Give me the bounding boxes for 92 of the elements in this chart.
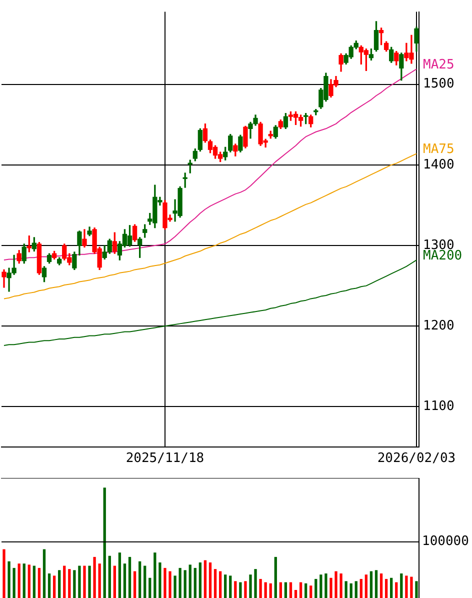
bar: [144, 566, 146, 598]
bar: [204, 560, 207, 598]
bar: [400, 573, 403, 598]
bar: [108, 556, 111, 598]
bar: [264, 582, 267, 598]
bar: [158, 562, 162, 598]
bar: [269, 583, 272, 598]
bar: [229, 576, 232, 598]
bar: [274, 556, 277, 598]
bar: [218, 571, 222, 598]
bar: [279, 582, 282, 598]
bar: [334, 571, 338, 598]
bar: [299, 582, 302, 598]
y-tick-label: 1100: [423, 399, 454, 414]
bar: [259, 578, 262, 598]
bar: [32, 566, 36, 598]
bar: [63, 566, 66, 598]
bar: [405, 576, 408, 598]
bar: [168, 571, 172, 598]
bar: [304, 583, 308, 598]
bar: [12, 568, 16, 598]
x-tick-label: 2026/02/03: [377, 451, 456, 466]
bar: [174, 576, 176, 598]
bar: [178, 568, 182, 598]
bar: [239, 582, 242, 598]
bar: [340, 573, 342, 598]
series-label: MA25: [423, 57, 454, 72]
bar: [113, 566, 116, 598]
bar: [390, 578, 393, 598]
bar: [123, 564, 126, 598]
bar: [198, 562, 202, 598]
bar: [148, 578, 152, 598]
series-label: MA75: [423, 142, 454, 158]
bar: [284, 582, 288, 598]
bar: [164, 568, 166, 598]
bar: [374, 570, 378, 598]
bar: [344, 581, 348, 598]
bar: [360, 578, 362, 598]
bar: [384, 578, 388, 598]
bar: [350, 583, 352, 598]
bar: [380, 573, 383, 598]
bar: [68, 569, 71, 598]
bar: [364, 574, 368, 598]
bar: [244, 581, 247, 598]
bar: [354, 581, 358, 598]
bar: [52, 576, 56, 598]
bar: [78, 566, 81, 598]
y-tick-label: 1500: [423, 76, 454, 92]
bar: [415, 581, 418, 598]
bar: [320, 574, 322, 598]
bar: [38, 568, 41, 598]
bar: [289, 582, 292, 598]
bar: [194, 568, 196, 598]
bar: [98, 564, 101, 598]
text: 100000: [422, 534, 469, 550]
bar: [18, 564, 20, 598]
bar: [42, 549, 46, 598]
bar: [93, 556, 96, 598]
bar: [294, 590, 298, 598]
bar: [370, 571, 373, 598]
bar: [224, 574, 227, 598]
bar: [324, 573, 328, 598]
bar: [28, 564, 30, 598]
bar: [254, 569, 257, 598]
bar: [103, 488, 106, 598]
bar: [58, 570, 61, 598]
bar: [118, 552, 122, 598]
y-tick-label: 1200: [423, 318, 454, 334]
bar: [2, 549, 6, 598]
bar: [133, 571, 136, 598]
bar: [83, 566, 86, 598]
bar: [73, 570, 76, 598]
x-tick-label: 2025/11/18: [126, 451, 204, 466]
bar: [138, 561, 142, 598]
y-tick-label: 1400: [423, 157, 454, 172]
bar: [410, 576, 413, 598]
bar: [249, 574, 252, 598]
bar: [310, 586, 312, 598]
bar: [208, 562, 212, 598]
bar: [8, 561, 10, 598]
bar: [314, 578, 318, 598]
bar: [184, 570, 186, 598]
bar: [128, 556, 132, 598]
bar: [154, 552, 156, 598]
bar: [330, 578, 332, 598]
bar: [214, 569, 217, 598]
bar: [234, 581, 237, 598]
bar: [88, 566, 91, 598]
bar: [48, 573, 51, 598]
bar: [22, 564, 26, 598]
bar: [395, 582, 398, 598]
bar: [188, 564, 192, 598]
